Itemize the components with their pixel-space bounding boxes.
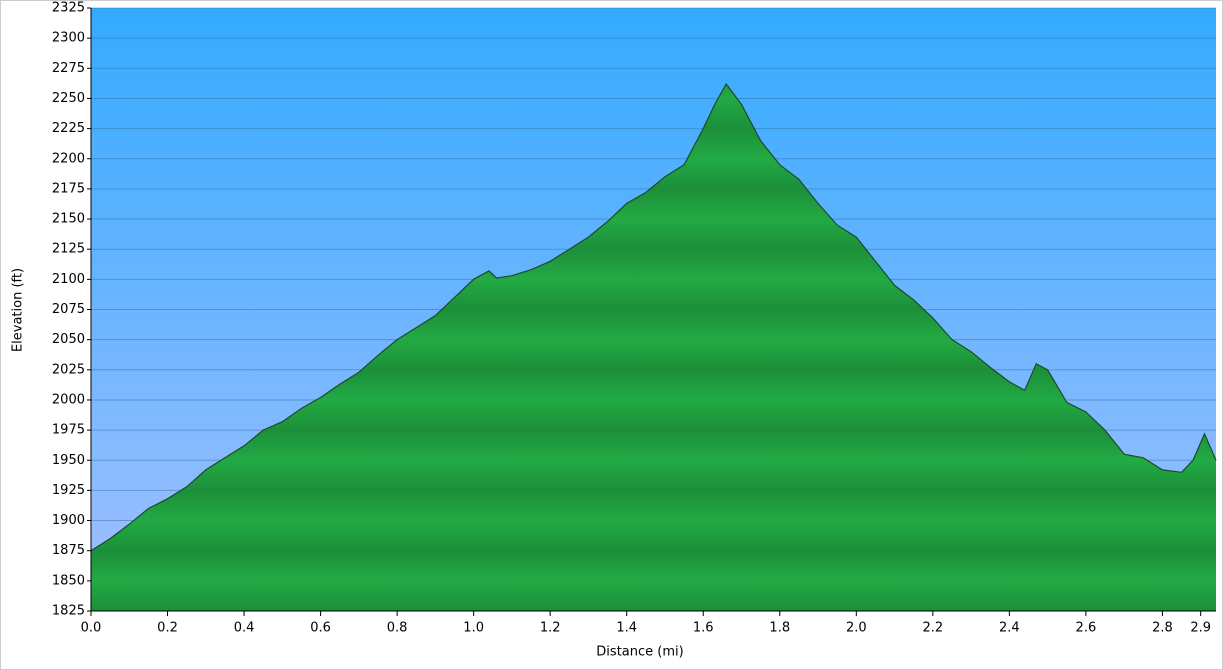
y-tick-label: 2125: [52, 242, 85, 257]
y-tick-label: 1950: [52, 453, 85, 468]
x-tick-label: 0.0: [81, 621, 102, 636]
x-axis-label: Distance (mi): [596, 645, 683, 660]
x-tick-label: 0.4: [234, 621, 255, 636]
y-tick-label: 1825: [52, 604, 85, 619]
area: [91, 84, 1216, 611]
y-tick-label: 1850: [52, 573, 85, 588]
y-tick-label: 2150: [52, 212, 85, 227]
y-tick-label: 2325: [52, 1, 85, 16]
x-tick-label: 1.4: [616, 621, 637, 636]
x-tick-label: 0.8: [387, 621, 408, 636]
x-tick-label: 0.2: [157, 621, 178, 636]
x-tick-label: 2.9: [1190, 621, 1211, 636]
x-tick-label: 2.6: [1076, 621, 1097, 636]
y-tick-label: 1900: [52, 513, 85, 528]
x-tick-label: 1.2: [540, 621, 561, 636]
x-tick-label: 2.2: [922, 621, 943, 636]
y-tick-label: 2050: [52, 332, 85, 347]
y-tick-label: 2275: [52, 61, 85, 76]
x-tick-label: 1.6: [693, 621, 714, 636]
x-tick-label: 1.8: [769, 621, 790, 636]
x-tick-label: 2.0: [846, 621, 867, 636]
y-tick-label: 2000: [52, 392, 85, 407]
y-tick-label: 1925: [52, 483, 85, 498]
x-tick-label: 2.4: [999, 621, 1020, 636]
x-tick-label: 0.6: [310, 621, 331, 636]
y-tick-label: 2025: [52, 362, 85, 377]
y-tick-label: 2300: [52, 31, 85, 46]
y-tick-label: 2075: [52, 302, 85, 317]
y-tick-label: 2100: [52, 272, 85, 287]
y-tick-label: 1975: [52, 423, 85, 438]
line: [90, 82, 1217, 552]
y-tick-label: 2200: [52, 151, 85, 166]
y-tick-label: 1875: [52, 543, 85, 558]
x-tick-label: 1.0: [463, 621, 484, 636]
x-tick-label: 2.8: [1152, 621, 1173, 636]
y-axis-label: Elevation (ft): [11, 268, 26, 352]
y-tick-label: 2225: [52, 121, 85, 136]
y-tick-label: 2175: [52, 181, 85, 196]
y-tick-label: 2250: [52, 91, 85, 106]
